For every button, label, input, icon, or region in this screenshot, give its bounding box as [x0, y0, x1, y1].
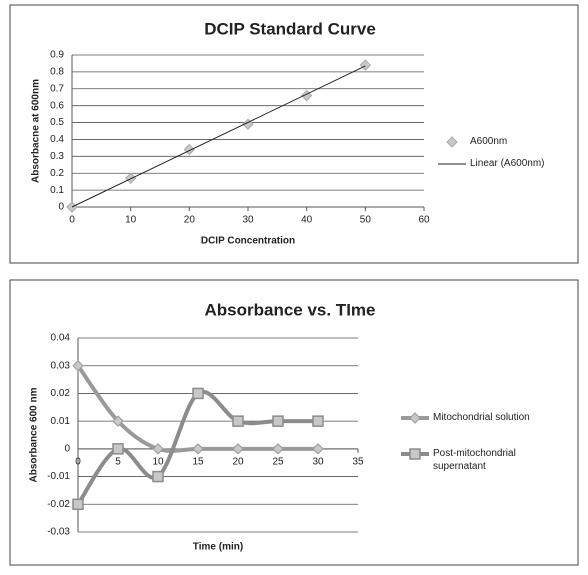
marker: [312, 443, 324, 455]
y-tick-label: 0: [64, 443, 70, 454]
series-line: [71, 65, 366, 208]
chart-border: [9, 279, 579, 566]
legend-label: Mitochondrial solution: [433, 412, 530, 423]
marker: [112, 443, 124, 455]
y-tick-label: 0.1: [50, 185, 64, 196]
marker: [272, 443, 284, 455]
x-tick-label: 50: [360, 215, 372, 226]
y-tick-label: 0.2: [50, 168, 64, 179]
x-tick-label: 15: [192, 456, 204, 467]
y-tick-label: 0.5: [50, 117, 64, 128]
x-axis-label: DCIP Concentration: [201, 236, 295, 247]
y-tick-label: 0.6: [50, 100, 64, 111]
marker: [272, 415, 284, 427]
y-tick-label: 0.02: [51, 388, 71, 399]
legend-label: Post-mitochondrial supernatant: [433, 448, 516, 472]
x-tick-label: 30: [312, 456, 324, 467]
legend-label: Linear (A600nm): [470, 158, 545, 169]
marker: [183, 143, 196, 156]
y-tick-label: 0.4: [50, 134, 64, 145]
x-tick-label: 0: [69, 215, 75, 226]
y-tick-label: 0.8: [50, 67, 64, 78]
x-tick-label: 40: [301, 215, 313, 226]
marker: [300, 89, 313, 102]
x-tick-label: 20: [232, 456, 244, 467]
y-tick-label: -0.02: [47, 499, 70, 510]
y-tick-label: -0.03: [47, 527, 70, 538]
y-tick-label: 0.7: [50, 83, 64, 94]
x-tick-label: 60: [418, 215, 430, 226]
marker: [359, 59, 372, 71]
chart-border: [9, 4, 579, 264]
legend-marker: [409, 448, 421, 460]
legend-entry: A600nm: [470, 136, 508, 147]
y-tick-label: 0.3: [50, 151, 64, 162]
marker: [232, 415, 244, 427]
legend-entry: Linear (A600nm): [470, 158, 545, 169]
marker: [192, 443, 204, 455]
marker: [312, 415, 324, 427]
marker: [112, 415, 124, 427]
x-tick-label: 10: [125, 215, 137, 226]
y-axis-label: Absorbacne at 600nm: [31, 79, 42, 183]
y-tick-label: -0.01: [47, 471, 70, 482]
legend-label: A600nm: [470, 136, 508, 147]
chart-title: Absorbance vs. TIme: [204, 300, 375, 319]
series-line: [76, 364, 318, 453]
marker: [72, 360, 84, 372]
x-tick-label: 25: [272, 456, 284, 467]
y-tick-label: 0.01: [51, 416, 71, 427]
legend-entry: Post-mitochondrial supernatant: [433, 448, 516, 472]
y-tick-label: 0.04: [51, 333, 71, 344]
y-tick-label: 0.03: [51, 360, 71, 371]
marker: [192, 387, 204, 400]
y-axis-label: Absorbance 600 nm: [29, 387, 40, 482]
y-tick-label: 0: [58, 202, 64, 213]
y-tick-label: 0.9: [50, 50, 64, 61]
x-tick-label: 35: [352, 456, 364, 467]
marker: [242, 118, 254, 130]
legend-marker: [409, 412, 421, 424]
legend-marker: [446, 136, 458, 148]
x-tick-label: 20: [184, 215, 196, 226]
x-axis-label: Time (min): [193, 542, 243, 553]
chart-title: DCIP Standard Curve: [204, 19, 376, 38]
legend-entry: Mitochondrial solution: [433, 412, 530, 423]
x-tick-label: 30: [242, 215, 254, 226]
marker: [152, 470, 164, 483]
marker: [232, 443, 244, 455]
marker: [152, 443, 164, 455]
x-tick-label: 0: [75, 456, 81, 467]
x-tick-label: 5: [115, 456, 121, 467]
x-tick-label: 10: [152, 456, 164, 467]
marker: [72, 498, 84, 511]
